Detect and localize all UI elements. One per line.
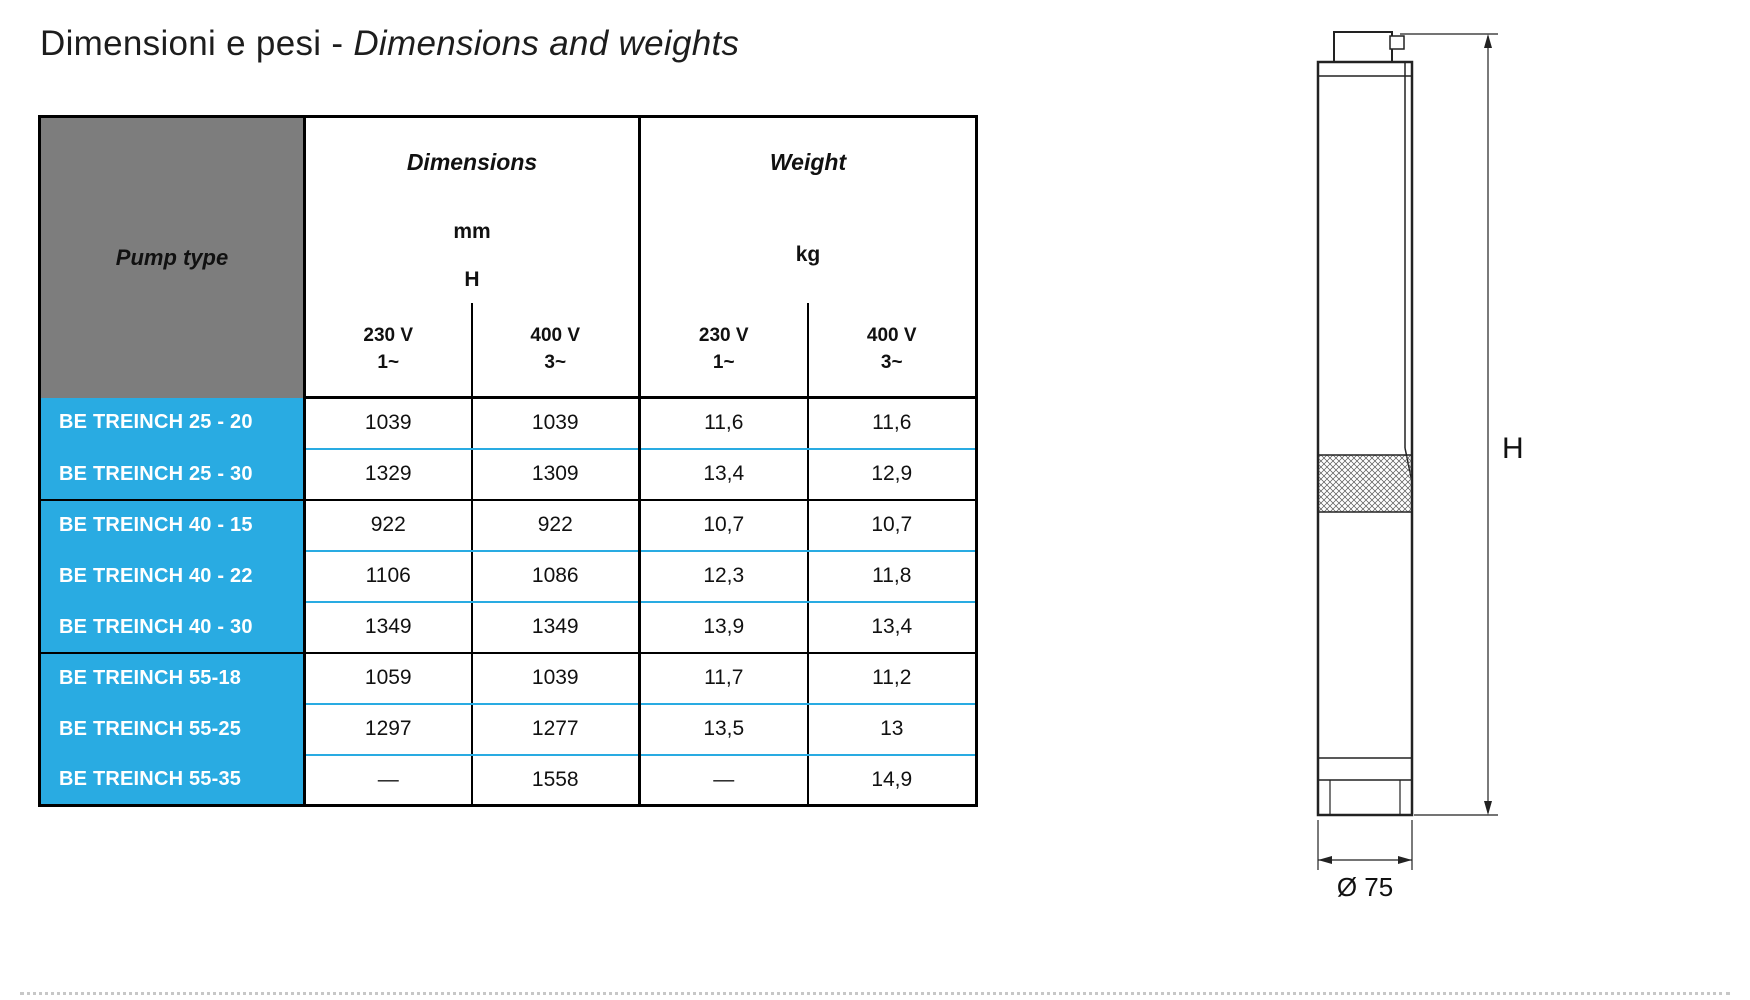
- value-cell: 11,6: [807, 397, 977, 450]
- value-cell: 13,5: [639, 703, 809, 756]
- pump-type-cell: BE TREINCH 25 - 20: [39, 397, 306, 450]
- phase-label: 1~: [712, 352, 735, 374]
- table-row: BE TREINCH 40 - 30 1349 1349 13,9 13,4: [39, 601, 977, 654]
- value-cell: 12,3: [639, 550, 809, 603]
- value-cell: 10,7: [807, 499, 977, 552]
- pump-type-header: Pump type: [39, 116, 306, 398]
- pump-type-cell: BE TREINCH 40 - 22: [39, 550, 306, 603]
- value-cell: 13,9: [639, 601, 809, 654]
- weight-230v-header: 230 V 1~: [639, 302, 809, 399]
- table-row: BE TREINCH 25 - 20 1039 1039 11,6 11,6: [39, 397, 977, 450]
- pump-body: [1316, 60, 1414, 817]
- value-cell: 1086: [471, 550, 641, 603]
- dimensions-header: Dimensions: [304, 116, 641, 207]
- value-cell: 922: [471, 499, 641, 552]
- value-cell: 14,9: [871, 767, 913, 791]
- table-row: BE TREINCH 55-35 — 1558 — 14,9: [39, 754, 977, 806]
- pump-cap: [1333, 31, 1393, 63]
- value-cell: 1106: [304, 550, 473, 603]
- value-cell: 1329: [304, 448, 473, 501]
- voltage-label: 230 V: [698, 324, 749, 346]
- page-title-italian: Dimensioni e pesi -: [40, 24, 354, 63]
- dim-400v-header: 400 V 3~: [471, 302, 641, 399]
- value-cell: 10,7: [639, 499, 809, 552]
- value-cell: 1039: [471, 652, 641, 705]
- pump-type-cell: BE TREINCH 55-35: [39, 754, 306, 806]
- cable-gland: [1389, 35, 1405, 50]
- header-row-units: mm kg: [40, 206, 977, 303]
- value-cell: 13: [807, 703, 977, 756]
- value-cell: 1309: [471, 448, 641, 501]
- h-arrow-top: [1484, 34, 1492, 48]
- diameter-label: Ø 75: [1337, 872, 1393, 902]
- table-row: BE TREINCH 40 - 15 922 922 10,7 10,7: [39, 499, 977, 552]
- value-cell: 11,6: [639, 397, 809, 450]
- value-cell: 1059: [304, 652, 473, 705]
- value-cell: 1558: [471, 754, 641, 806]
- value-cell: 13,4: [639, 448, 809, 501]
- value-cell: —: [304, 754, 473, 806]
- header-row-voltages: 230 V 1~ 400 V 3~ 230 V 1~ 400 V 3~: [40, 302, 977, 399]
- value-cell: 922: [304, 499, 473, 552]
- header-row-h: H: [40, 256, 977, 303]
- table-row: BE TREINCH 40 - 22 1106 1086 12,3 11,8: [39, 550, 977, 603]
- value-cell: 1297: [304, 703, 473, 756]
- pump-type-cell: BE TREINCH 55-25: [39, 703, 306, 756]
- phase-label: 1~: [377, 352, 400, 374]
- value-cell: 1039: [471, 397, 641, 450]
- phase-label: 3~: [544, 352, 567, 374]
- pump-type-cell: BE TREINCH 40 - 15: [39, 499, 306, 552]
- pump-type-cell: BE TREINCH 25 - 30: [39, 448, 306, 501]
- weight-400v-header: 400 V 3~: [807, 302, 977, 399]
- strainer-band: [1317, 454, 1413, 513]
- dia-arrow-right: [1398, 856, 1412, 864]
- value-cell: 12,9: [807, 448, 977, 501]
- dim-230v-header: 230 V 1~: [304, 302, 473, 399]
- value-cell: 1349: [471, 601, 641, 654]
- value-cell: 1277: [471, 703, 641, 756]
- h-dimension-label: H: [1502, 432, 1524, 465]
- page-title-english: Dimensions and weights: [353, 24, 740, 63]
- pump-type-cell: BE TREINCH 40 - 30: [39, 601, 306, 654]
- dimensions-weights-table: Pump type Dimensions Weight mm kg H 230 …: [38, 115, 979, 807]
- pump-type-cell: BE TREINCH 55-18: [39, 652, 306, 705]
- mm-unit-header: mm: [304, 206, 641, 257]
- h-symbol-header: H: [304, 256, 641, 303]
- value-cell: 1039: [304, 397, 473, 450]
- value-cell: 11,8: [807, 550, 977, 603]
- header-row-main: Pump type Dimensions Weight: [39, 116, 977, 398]
- page-bottom-rule: [20, 992, 1730, 995]
- voltage-label: 400 V: [530, 324, 581, 346]
- dia-arrow-left: [1318, 856, 1332, 864]
- page-title: Dimensioni e pesi - Dimensions and weigh…: [40, 24, 739, 64]
- value-cell: —: [639, 754, 809, 806]
- h-arrow-bottom: [1484, 801, 1492, 815]
- table-row: BE TREINCH 55-18 1059 1039 11,7 11,2: [39, 652, 977, 705]
- value-cell: 11,7: [639, 652, 809, 705]
- phase-label: 3~: [880, 352, 903, 374]
- table-row: BE TREINCH 25 - 30 1329 1309 13,4 12,9: [39, 448, 977, 501]
- voltage-label: 400 V: [866, 324, 917, 346]
- value-cell: 13,4: [807, 601, 977, 654]
- weight-header: Weight: [639, 116, 977, 207]
- voltage-label: 230 V: [363, 324, 414, 346]
- pump-drawing: H Ø 75: [1316, 31, 1524, 902]
- value-cell: 1349: [304, 601, 473, 654]
- value-cell: 11,2: [807, 652, 977, 705]
- table-row: BE TREINCH 55-25 1297 1277 13,5 13: [39, 703, 977, 756]
- kg-unit-header: kg: [639, 206, 977, 303]
